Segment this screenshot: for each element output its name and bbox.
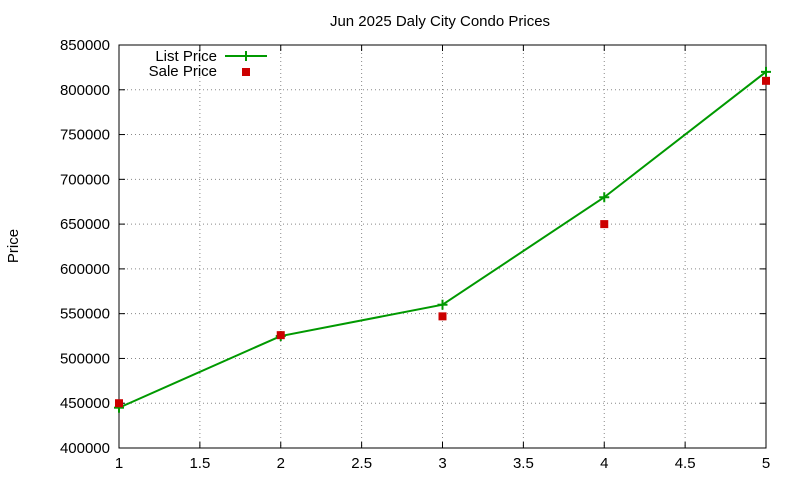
y-tick-label: 400000 [60,440,110,457]
y-tick-labels: 400000 450000 500000 550000 600000 650000 7000… [60,37,110,457]
y-tick-label: 700000 [60,171,110,188]
sale-price-point [276,331,285,340]
sale-price-point [762,76,770,85]
x-tick-label: 4.5 [675,455,696,472]
y-axis-label: Price [5,229,22,263]
x-tick-label: 2 [277,455,285,472]
axis-ticks [118,44,767,449]
series-layer [114,66,771,413]
sale-price-point [115,399,123,408]
legend-marker-list-price [241,51,251,61]
legend: List Price Sale Price [149,48,267,80]
sale-price-point [438,312,447,321]
y-tick-label: 650000 [60,216,110,233]
x-tick-label: 2.5 [351,455,372,472]
legend-marker-sale-price [242,68,250,76]
y-tick-label: 550000 [60,306,110,323]
y-tick-label: 800000 [60,82,110,99]
list-price-point [599,192,610,203]
legend-label-list-price: List Price [155,48,217,65]
x-tick-label: 4 [600,455,608,472]
y-tick-label: 600000 [60,261,110,278]
x-tick-label: 5 [762,455,770,472]
y-tick-label: 850000 [60,37,110,54]
x-tick-label: 1.5 [189,455,210,472]
list-price-point [437,299,448,310]
y-tick-label: 450000 [60,395,110,412]
list-price-point [761,66,771,77]
x-tick-label: 3.5 [513,455,534,472]
grid-lines [119,45,766,448]
x-tick-label: 1 [115,455,123,472]
sale-price-point [600,220,609,229]
y-tick-label: 500000 [60,350,110,367]
legend-label-sale-price: Sale Price [149,63,217,80]
chart-title: Jun 2025 Daly City Condo Prices [330,13,550,30]
y-tick-label: 750000 [60,127,110,144]
x-tick-label: 3 [438,455,446,472]
x-tick-labels: 1 1.5 2 2.5 3 3.5 4 4.5 5 [115,455,770,472]
